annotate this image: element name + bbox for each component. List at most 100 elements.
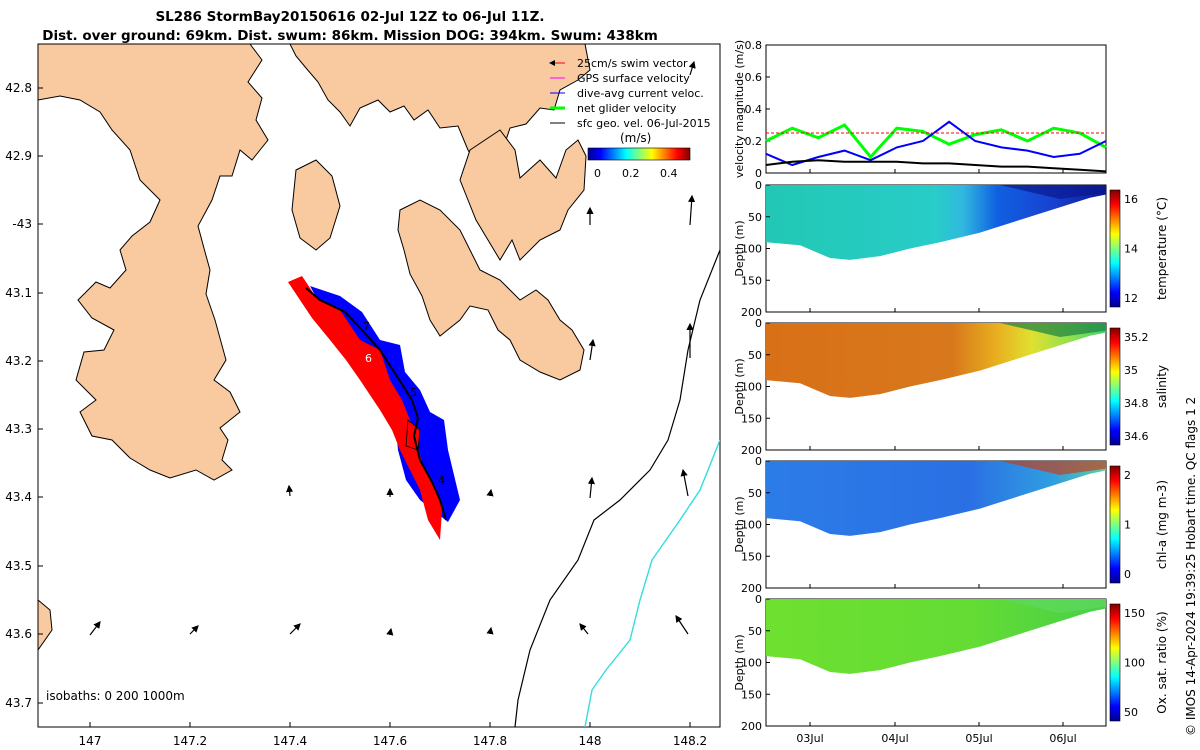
map-x-axis: 147 147.2 147.4 147.6 147.8 148 148.2: [79, 722, 707, 748]
isobath-label: isobaths: 0 200 1000m: [46, 689, 185, 703]
time-tick-label: 03Jul: [796, 732, 823, 745]
section-colorbar-1: [1109, 327, 1121, 446]
map-y-tick-label: 43.1: [5, 286, 32, 300]
section-field-1: [766, 323, 1106, 398]
map-x-tick-label: 147: [79, 734, 102, 748]
legend-gps-velocity: GPS surface velocity: [577, 72, 690, 85]
depth-tick-label: 200: [741, 306, 762, 319]
velocity-series-0: [765, 123, 1107, 160]
map-x-tick-label: 148: [579, 734, 602, 748]
title-line-1: SL286 StormBay20150616 02-Jul 12Z to 06-…: [155, 9, 545, 25]
section-colorbar-0: [1109, 189, 1121, 308]
colorbar-tick-label: 16: [1124, 193, 1138, 206]
map-x-tick-label: 147.2: [173, 734, 207, 748]
depth-tick-label: 100: [741, 657, 762, 670]
colorbar-tick-label: 35.2: [1124, 331, 1149, 344]
legend-dive-avg-current: dive-avg current veloc.: [577, 87, 704, 100]
colorbar-label: temperature (°C): [1155, 197, 1169, 300]
depth-tick-label: 50: [748, 487, 762, 500]
map-y-tick-label: 42.8: [5, 81, 32, 95]
depth-tick-label: 200: [741, 582, 762, 595]
map-x-tick-label: 147.8: [473, 734, 507, 748]
depth-axis-label: Depth (m): [733, 496, 746, 552]
depth-tick-label: 200: [741, 444, 762, 457]
depth-tick-label: 200: [741, 720, 762, 733]
map-y-axis: 42.8 42.9 -43 43.1 43.2 43.3 43.4 43.5 43.6 43.7: [5, 81, 43, 710]
colorbar-tick-label: 2: [1124, 469, 1131, 482]
colorbar-tick-label: 35: [1124, 364, 1138, 377]
map-colorbar: [587, 147, 691, 161]
colorbar-tick-1: 0.2: [622, 167, 640, 180]
land-mass-tasman: [397, 199, 585, 381]
depth-tick-label: 150: [741, 412, 762, 425]
velocity-series-3: [765, 159, 1107, 173]
section-colorbar-3: [1109, 603, 1121, 722]
land-mass-east-peninsula: [459, 129, 587, 261]
land-mass-west: [38, 44, 269, 481]
map-y-tick-label: 43.3: [5, 422, 32, 436]
map-y-tick-label: 43.7: [5, 696, 32, 710]
map-y-tick-label: 43.4: [5, 490, 32, 504]
colorbar-tick-label: 50: [1124, 706, 1138, 719]
depth-tick-label: 100: [741, 519, 762, 532]
depth-tick-label: 100: [741, 243, 762, 256]
colorbar-tick-label: 34.6: [1124, 430, 1149, 443]
glider-track-line: [305, 287, 447, 521]
colorbar-tick-label: 1: [1124, 519, 1131, 532]
depth-tick-label: 150: [741, 274, 762, 287]
map-y-tick-label: -43: [12, 217, 32, 231]
credit-text: © IMOS 14-Apr-2024 19:39:25 Hobart time.…: [1184, 396, 1198, 736]
depth-tick-label: 150: [741, 688, 762, 701]
velocity-panel-frame: [765, 44, 1107, 174]
map-y-tick-label: 42.9: [5, 149, 32, 163]
depth-tick-label: 0: [755, 179, 762, 192]
map-y-tick-label: 43.2: [5, 354, 32, 368]
map-y-tick-label: 43.5: [5, 559, 32, 573]
section-surface-layer-1: [1000, 323, 1106, 337]
depth-tick-label: 150: [741, 550, 762, 563]
colorbar-label: chl-a (mg m-3): [1155, 480, 1169, 569]
section-surface-layer-2: [1000, 461, 1106, 475]
colorbar-tick-2: 0.4: [660, 167, 678, 180]
map-x-tick-label: 147.4: [273, 734, 307, 748]
track-label-7: 7: [363, 320, 370, 333]
colorbar-tick-0: 0: [594, 167, 601, 180]
depth-tick-label: 0: [755, 593, 762, 606]
section-surface-layer-0: [1000, 185, 1106, 199]
depth-tick-label: 0: [755, 455, 762, 468]
map-x-tick-label: 147.6: [373, 734, 407, 748]
section-field-2: [766, 461, 1106, 536]
colorbar-tick-label: 14: [1124, 243, 1138, 256]
velocity-y-tick-label: 0.2: [745, 135, 763, 148]
time-tick-label: 04Jul: [881, 732, 908, 745]
depth-axis-label: Depth (m): [733, 358, 746, 414]
map-legend: 25cm/s swim vector GPS surface velocity …: [549, 57, 711, 130]
isobath-200m: [514, 249, 720, 727]
depth-axis-label: Depth (m): [733, 634, 746, 690]
isobath-1000m: [584, 439, 720, 727]
depth-tick-label: 0: [755, 317, 762, 330]
geostrophic-velocity-arrows: [89, 60, 696, 636]
time-tick-label: 05Jul: [965, 732, 992, 745]
depth-tick-label: 100: [741, 381, 762, 394]
depth-tick-label: 50: [748, 625, 762, 638]
land-mass-north: [289, 44, 591, 171]
colorbar-label: Ox. sat. ratio (%): [1155, 611, 1169, 713]
swim-vector-swath: [288, 276, 442, 540]
velocity-y-tick-label: 0.8: [745, 39, 763, 52]
land-mass-southwest: [38, 599, 53, 651]
map-x-tick-label: 148.2: [673, 734, 707, 748]
legend-net-glider-velocity: net glider velocity: [577, 102, 677, 115]
colorbar-tick-label: 34.8: [1124, 397, 1149, 410]
map-y-tick-label: 43.6: [5, 627, 32, 641]
colorbar-tick-label: 12: [1124, 292, 1138, 305]
depth-axis-label: Depth (m): [733, 220, 746, 276]
track-label-5: 5: [410, 386, 417, 399]
legend-swim-vector: 25cm/s swim vector: [577, 57, 688, 70]
velocity-series-1: [765, 120, 1107, 167]
velocity-y-tick-label: 0.6: [745, 71, 763, 84]
time-tick-label: 06Jul: [1049, 732, 1076, 745]
velocity-y-label: velocity magnitude (m/s): [733, 40, 746, 178]
section-surface-layer-3: [1000, 599, 1106, 613]
